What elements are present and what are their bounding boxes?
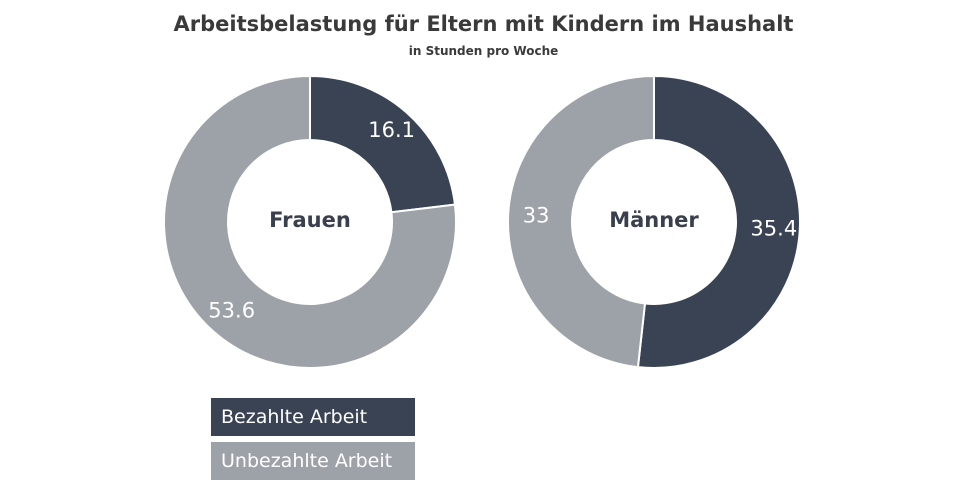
legend-item-unbezahlte-arbeit: Unbezahlte Arbeit [211, 442, 415, 480]
donut-1-slice-1 [507, 74, 655, 369]
donut-0-slice-0 [309, 74, 457, 214]
donut-0-value-label-1: 53.6 [208, 298, 255, 322]
donut-0-value-label-0: 16.1 [368, 118, 415, 142]
donut-0-slice-1 [163, 74, 457, 369]
donut-1-value-label-0: 35.4 [750, 217, 797, 241]
donut-0-center-label: Frauen [269, 208, 351, 232]
chart-title: Arbeitsbelastung für Eltern mit Kindern … [173, 12, 794, 36]
chart-subtitle: in Stunden pro Woche [408, 44, 559, 58]
donut-1-slice-0 [636, 74, 801, 369]
legend-item-bezahlte-arbeit: Bezahlte Arbeit [211, 398, 415, 436]
donut-1-value-label-1: 33 [523, 203, 550, 227]
donut-1-center-label: Männer [609, 208, 699, 232]
